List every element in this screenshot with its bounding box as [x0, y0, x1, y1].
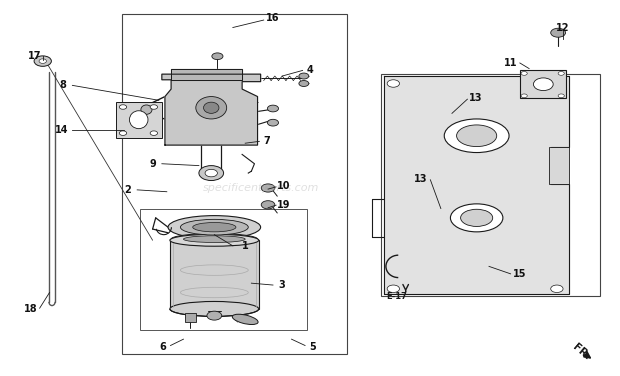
Text: 16: 16 [266, 13, 280, 23]
Circle shape [150, 131, 157, 135]
Text: 6: 6 [160, 342, 167, 352]
Bar [549, 147, 569, 184]
Ellipse shape [533, 78, 553, 91]
Circle shape [551, 28, 565, 37]
Ellipse shape [456, 125, 497, 147]
Text: 14: 14 [55, 125, 69, 135]
Text: 19: 19 [277, 200, 291, 210]
Ellipse shape [184, 236, 245, 243]
Text: 10: 10 [277, 181, 291, 191]
Ellipse shape [168, 215, 260, 239]
Circle shape [299, 73, 309, 79]
Ellipse shape [196, 97, 227, 119]
Text: 13: 13 [469, 93, 482, 103]
Circle shape [267, 119, 278, 126]
Bar [140, 209, 307, 330]
Text: 3: 3 [279, 280, 286, 290]
Bar [115, 102, 162, 138]
Circle shape [199, 165, 224, 180]
Circle shape [558, 94, 564, 98]
Ellipse shape [141, 105, 152, 114]
Circle shape [558, 71, 564, 75]
Polygon shape [162, 74, 260, 145]
Bar [185, 313, 196, 322]
Circle shape [119, 131, 126, 135]
Ellipse shape [130, 111, 148, 129]
Circle shape [299, 80, 309, 86]
Circle shape [212, 53, 223, 60]
Ellipse shape [193, 223, 236, 232]
Text: 5: 5 [310, 342, 316, 352]
Circle shape [34, 56, 51, 66]
Polygon shape [171, 68, 242, 80]
Text: FR.: FR. [571, 342, 592, 362]
Text: 11: 11 [504, 58, 517, 68]
Circle shape [551, 285, 563, 293]
Text: 18: 18 [24, 304, 37, 314]
Ellipse shape [203, 102, 219, 113]
Text: specificentparts.com: specificentparts.com [203, 183, 319, 193]
Bar [122, 14, 347, 354]
Ellipse shape [171, 233, 257, 245]
Text: 8: 8 [60, 80, 66, 90]
Circle shape [521, 94, 527, 98]
Ellipse shape [170, 234, 259, 246]
Text: 9: 9 [149, 159, 156, 169]
Circle shape [207, 311, 222, 320]
Ellipse shape [180, 219, 248, 235]
Text: E-17: E-17 [386, 293, 407, 302]
Text: 4: 4 [307, 65, 313, 76]
Text: 17: 17 [28, 50, 42, 61]
Bar [520, 70, 566, 99]
Text: 1: 1 [242, 241, 249, 251]
Text: 13: 13 [414, 174, 428, 183]
Circle shape [261, 201, 275, 209]
Circle shape [387, 80, 399, 87]
Circle shape [521, 71, 527, 75]
Ellipse shape [450, 204, 503, 232]
Text: 12: 12 [556, 23, 570, 32]
Circle shape [39, 59, 46, 63]
Circle shape [387, 285, 399, 293]
Circle shape [267, 105, 278, 112]
Ellipse shape [461, 209, 493, 226]
Circle shape [261, 184, 275, 192]
Circle shape [150, 105, 157, 109]
Bar [170, 240, 259, 309]
Ellipse shape [232, 314, 258, 324]
Text: 2: 2 [125, 185, 131, 195]
Text: 15: 15 [513, 269, 526, 279]
Polygon shape [384, 76, 569, 294]
Text: 7: 7 [264, 136, 270, 146]
Ellipse shape [170, 302, 259, 316]
Circle shape [205, 169, 218, 177]
Circle shape [551, 80, 563, 87]
Ellipse shape [445, 119, 509, 153]
Bar [381, 74, 600, 296]
Circle shape [119, 105, 126, 109]
